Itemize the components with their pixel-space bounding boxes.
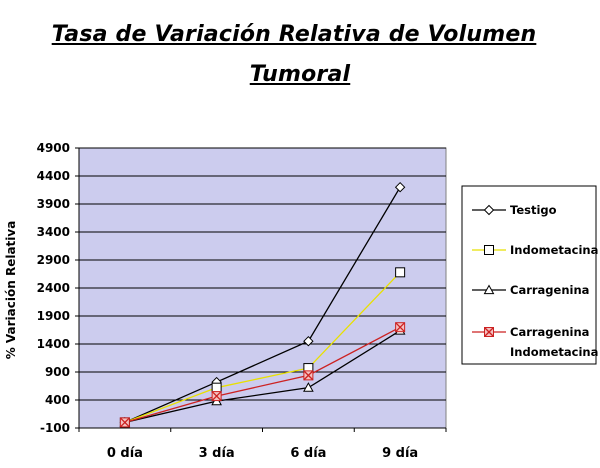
- series-line-1: [124, 186, 401, 423]
- y-tick-label: 1900: [37, 309, 70, 323]
- legend-label: Carragenina: [510, 283, 589, 297]
- x-tick-label: 0 día: [107, 446, 143, 461]
- legend-marker: [484, 327, 494, 337]
- data-point-series-1: [303, 335, 314, 347]
- y-tick-label: 4900: [37, 141, 70, 155]
- y-tick-label: 1400: [37, 337, 70, 351]
- legend-marker: [483, 284, 495, 295]
- y-tick-label: 4400: [37, 169, 70, 183]
- legend-label: Testigo: [510, 203, 557, 217]
- legend-label: Carragenina: [510, 325, 589, 339]
- legend-label: Indometacina: [510, 345, 598, 359]
- data-point-series-4: [303, 370, 314, 381]
- series-line-2: [124, 271, 401, 424]
- y-tick-label: 2400: [37, 281, 70, 295]
- data-point-series-3: [303, 382, 314, 392]
- series-line-4: [124, 326, 401, 424]
- legend-marker: [483, 204, 495, 216]
- legend-label: Indometacina: [510, 243, 598, 257]
- data-point-series-4: [395, 322, 406, 333]
- y-tick-label: 900: [45, 365, 70, 379]
- chart-title-line-2: Tumoral: [249, 62, 351, 87]
- chart-title-line-1: Tasa de Variación Relativa de Volumen: [51, 22, 537, 47]
- data-point-series-2: [395, 267, 406, 278]
- data-point-series-1: [394, 181, 406, 193]
- series-line-3: [124, 330, 401, 424]
- y-tick-label: 400: [45, 393, 70, 407]
- y-tick-label: 3400: [37, 225, 70, 239]
- x-tick-label: 3 día: [199, 446, 235, 461]
- x-tick-label: 9 día: [382, 446, 418, 461]
- data-point-series-4: [119, 417, 130, 428]
- legend-marker: [484, 245, 494, 255]
- y-tick-label: -100: [40, 421, 70, 435]
- y-tick-label: 2900: [37, 253, 70, 267]
- x-tick-label: 6 día: [290, 446, 326, 461]
- data-point-series-2: [211, 382, 222, 393]
- data-point-series-4: [211, 391, 222, 402]
- y-tick-label: 3900: [37, 197, 70, 211]
- y-axis-label: % Variación Relativa: [4, 221, 18, 360]
